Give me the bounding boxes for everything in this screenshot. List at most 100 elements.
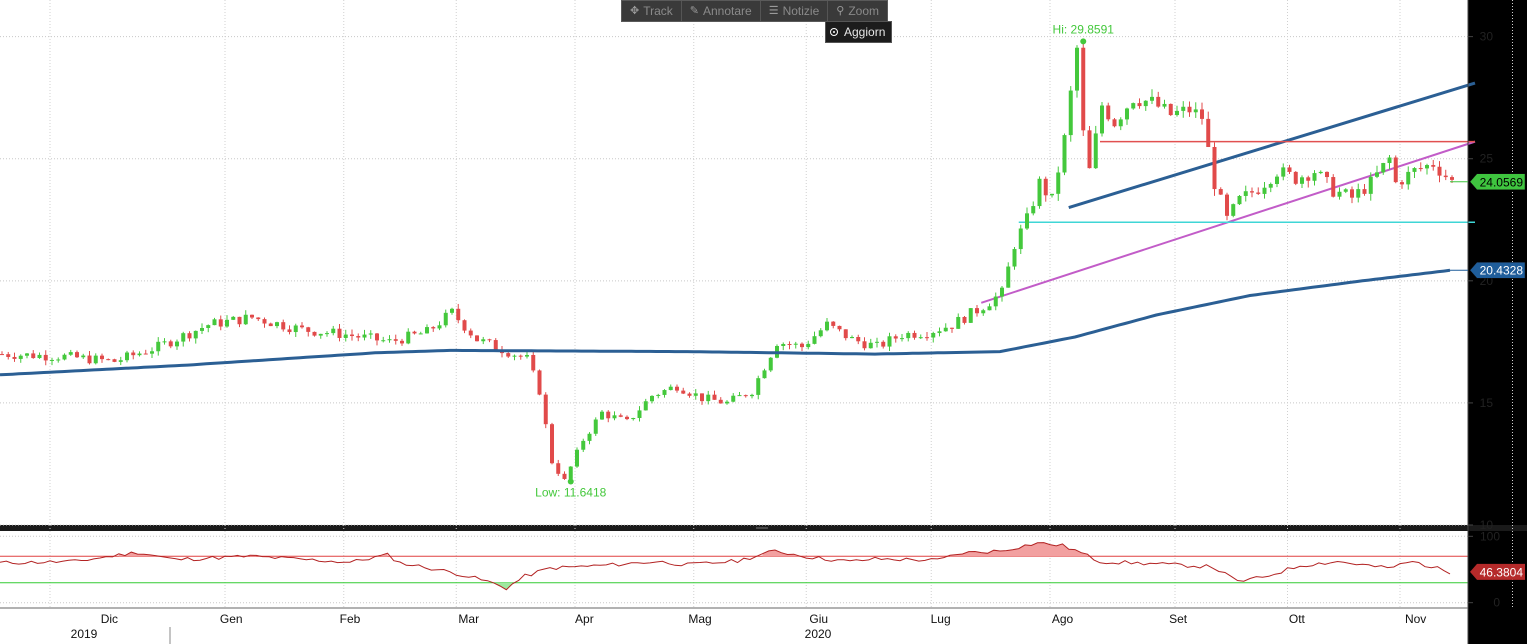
track-button[interactable]: ✥ Track	[622, 1, 682, 21]
candle-body	[237, 316, 242, 325]
candle-body	[456, 308, 461, 321]
candle-body	[937, 331, 942, 334]
candle-body	[306, 327, 311, 332]
candle-body	[225, 319, 229, 327]
candle-body	[625, 416, 629, 420]
candle-body	[1193, 109, 1198, 113]
candle-body	[793, 343, 798, 345]
price-tick-label: 30	[1480, 30, 1494, 44]
last-price-tag	[1469, 173, 1526, 190]
annotate-button[interactable]: ✎ Annotare	[682, 1, 761, 21]
candle-body	[193, 330, 198, 339]
price-tick-label: 25	[1480, 152, 1494, 166]
candle-body	[368, 333, 373, 335]
candle-body	[1256, 192, 1261, 194]
candle-body	[1250, 191, 1254, 193]
upper-channel-line	[1068, 81, 1476, 209]
candle-body	[675, 386, 679, 391]
candle-body	[1400, 182, 1404, 185]
candle-body	[975, 308, 979, 314]
candle-body	[756, 378, 761, 395]
candle-body	[1381, 163, 1386, 173]
month-label: Mar	[458, 612, 479, 626]
rsi-series	[0, 542, 1468, 591]
candle-body	[300, 325, 304, 328]
candle-body	[1006, 266, 1011, 288]
candle-body	[1075, 47, 1079, 91]
candle-body	[768, 357, 773, 371]
candle-body	[1050, 193, 1054, 196]
candle-body	[425, 327, 429, 334]
candle-body	[1037, 178, 1042, 207]
candle-body	[981, 310, 986, 314]
month-label: Dic	[101, 612, 118, 626]
candle-body	[1281, 167, 1286, 177]
candle-body	[462, 320, 467, 331]
update-button[interactable]: Aggiorn	[825, 21, 893, 43]
candle-body	[837, 325, 842, 330]
moving-average	[0, 268, 1451, 377]
candle-body	[93, 355, 98, 364]
candle-body	[250, 314, 254, 318]
rsi-line	[0, 542, 1451, 591]
rsi-tick-label: 0	[1493, 596, 1500, 610]
candle-body	[1062, 135, 1067, 173]
candle-body	[325, 333, 329, 335]
candle-body	[443, 312, 448, 326]
radio-icon	[830, 28, 838, 36]
candle-body	[1200, 109, 1204, 119]
candle-body	[631, 417, 636, 420]
candle-body	[312, 331, 317, 336]
grid	[0, 0, 1513, 608]
candle-body	[156, 341, 161, 352]
high-marker	[1080, 38, 1087, 45]
candle-body	[331, 328, 336, 334]
candle-body	[350, 334, 354, 337]
candle-body	[868, 342, 873, 349]
candle-body	[12, 356, 17, 359]
candle-body	[481, 339, 486, 342]
candle-body	[487, 339, 492, 341]
candle-body	[950, 327, 954, 329]
news-icon: ☰	[768, 4, 779, 17]
candle-body	[662, 390, 667, 395]
candle-body	[450, 308, 454, 313]
news-button[interactable]: ☰ Notizie	[761, 1, 829, 21]
candle-body	[50, 359, 54, 361]
candle-body	[1137, 103, 1142, 107]
candle-body	[143, 353, 148, 355]
candle-body	[568, 466, 573, 479]
candle-body	[131, 352, 136, 356]
candle-body	[1275, 176, 1279, 184]
candle-body	[412, 331, 417, 334]
candle-body	[1187, 106, 1192, 113]
candle-body	[418, 333, 423, 335]
annotate-label: Annotare	[703, 3, 752, 18]
candle-body	[393, 339, 398, 341]
candle-body	[887, 336, 892, 347]
candle-body	[900, 338, 904, 340]
value-tags: 24.0569 20.4328 46.3804	[1450, 173, 1526, 580]
candle-body	[556, 463, 561, 474]
candle-body	[1012, 249, 1017, 267]
candle-body	[831, 321, 836, 326]
candle-body	[1343, 189, 1348, 192]
zoom-button[interactable]: ⚲ Zoom	[828, 1, 887, 21]
candle-body	[1206, 118, 1211, 147]
candle-body	[1087, 130, 1092, 169]
candle-body	[68, 352, 73, 355]
candle-body	[493, 340, 498, 350]
candle-body	[818, 330, 823, 337]
price-panel-bg	[0, 0, 1468, 525]
candle-body	[1375, 172, 1379, 177]
candle-body	[1362, 189, 1367, 194]
month-label: Set	[1169, 612, 1188, 626]
candle-body	[162, 341, 167, 343]
candle-body	[668, 386, 673, 391]
candle-body	[1318, 171, 1323, 174]
candle-body	[1393, 157, 1398, 183]
candle-body	[612, 415, 617, 419]
candle-body	[1312, 173, 1317, 181]
candle-body	[931, 333, 936, 338]
